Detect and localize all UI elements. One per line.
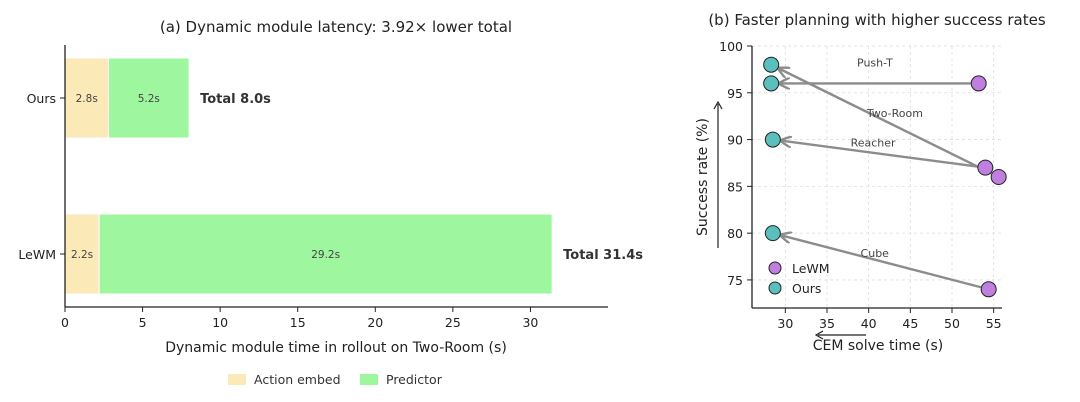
bar-lewm-action-embed <box>64 213 100 295</box>
chart-b-ylabel: Success rate (%) <box>695 118 711 236</box>
legend-label-action-embed: Action embed <box>254 372 341 387</box>
x-tick-label-30: 30 <box>777 316 793 331</box>
legend-label-predictor: Predictor <box>386 372 443 387</box>
x-tick-label-30: 30 <box>522 315 538 330</box>
legend-marker-ours <box>768 281 782 295</box>
bar-lewm-predictor <box>98 213 553 295</box>
latency-bar-chart: (a) Dynamic module latency: 3.92× lower … <box>18 18 643 387</box>
total-label-ours: Total 8.0s <box>200 92 271 107</box>
x-tick-label-40: 40 <box>861 316 877 331</box>
arrow-label-reacher: Reacher <box>851 137 896 150</box>
x-tick-label-50: 50 <box>944 316 960 331</box>
chart-a-legend: Action embed Predictor <box>228 372 443 387</box>
point-ours-2 <box>764 131 781 148</box>
bar-ours-predictor <box>107 57 190 139</box>
arrow-label-push-t: Push-T <box>857 56 893 69</box>
y-tick-label-75: 75 <box>727 273 743 288</box>
bar-label-ours-action-embed: 2.8s <box>76 93 98 105</box>
chart-a-title: (a) Dynamic module latency: 3.92× lower … <box>160 18 512 36</box>
x-tick-label-45: 45 <box>902 316 918 331</box>
chart-a-xlabel: Dynamic module time in rollout on Two-Ro… <box>165 340 507 356</box>
y-tick-label-lewm: LeWM <box>18 247 56 262</box>
arrow-label-cube: Cube <box>861 247 890 260</box>
arrow-reacher <box>781 141 978 168</box>
x-tick-label-25: 25 <box>445 315 461 330</box>
y-tick-label-ours: Ours <box>27 91 56 106</box>
x-tick-label-55: 55 <box>986 316 1002 331</box>
bar-label-ours-predictor: 5.2s <box>138 93 160 105</box>
legend-marker-lewm <box>768 261 782 275</box>
x-tick-label-10: 10 <box>212 315 228 330</box>
legend-label-ours: Ours <box>792 281 821 296</box>
legend-swatch-action-embed <box>228 374 246 385</box>
x-direction-arrow <box>814 330 866 340</box>
x-tick-label-15: 15 <box>290 315 306 330</box>
legend-label-lewm: LeWM <box>792 261 830 276</box>
arrow-cube <box>781 235 982 289</box>
success-scatter-chart: (b) Faster planning with higher success … <box>695 11 1046 354</box>
arrow-two-room <box>778 68 993 175</box>
chart-b-legend: LeWM Ours <box>768 261 830 296</box>
chart-b-xlabel: CEM solve time (s) <box>813 338 944 354</box>
y-tick-label-100: 100 <box>719 39 743 54</box>
total-label-lewm: Total 31.4s <box>563 248 643 263</box>
bar-ours-action-embed <box>64 57 109 139</box>
bar-label-lewm-predictor: 29.2s <box>311 249 340 261</box>
point-ours-3 <box>764 225 781 242</box>
x-tick-label-5: 5 <box>139 315 147 330</box>
chart-b-title: (b) Faster planning with higher success … <box>708 11 1046 29</box>
x-tick-label-0: 0 <box>61 315 69 330</box>
legend-swatch-predictor <box>360 374 378 385</box>
point-lewm-1 <box>977 159 994 176</box>
point-lewm-3 <box>980 281 997 298</box>
point-lewm-2 <box>990 169 1007 185</box>
y-tick-label-80: 80 <box>727 226 743 241</box>
point-lewm-0 <box>970 75 987 92</box>
y-tick-label-90: 90 <box>727 133 743 148</box>
y-tick-label-85: 85 <box>727 179 743 194</box>
y-tick-label-95: 95 <box>727 86 743 101</box>
x-tick-label-35: 35 <box>819 316 835 331</box>
point-ours-0 <box>763 56 780 73</box>
x-tick-label-20: 20 <box>367 315 383 330</box>
point-ours-1 <box>763 75 780 92</box>
y-direction-arrow <box>713 100 723 248</box>
arrow-label-two-room: Two-Room <box>866 107 923 120</box>
bar-label-lewm-action-embed: 2.2s <box>71 249 93 261</box>
